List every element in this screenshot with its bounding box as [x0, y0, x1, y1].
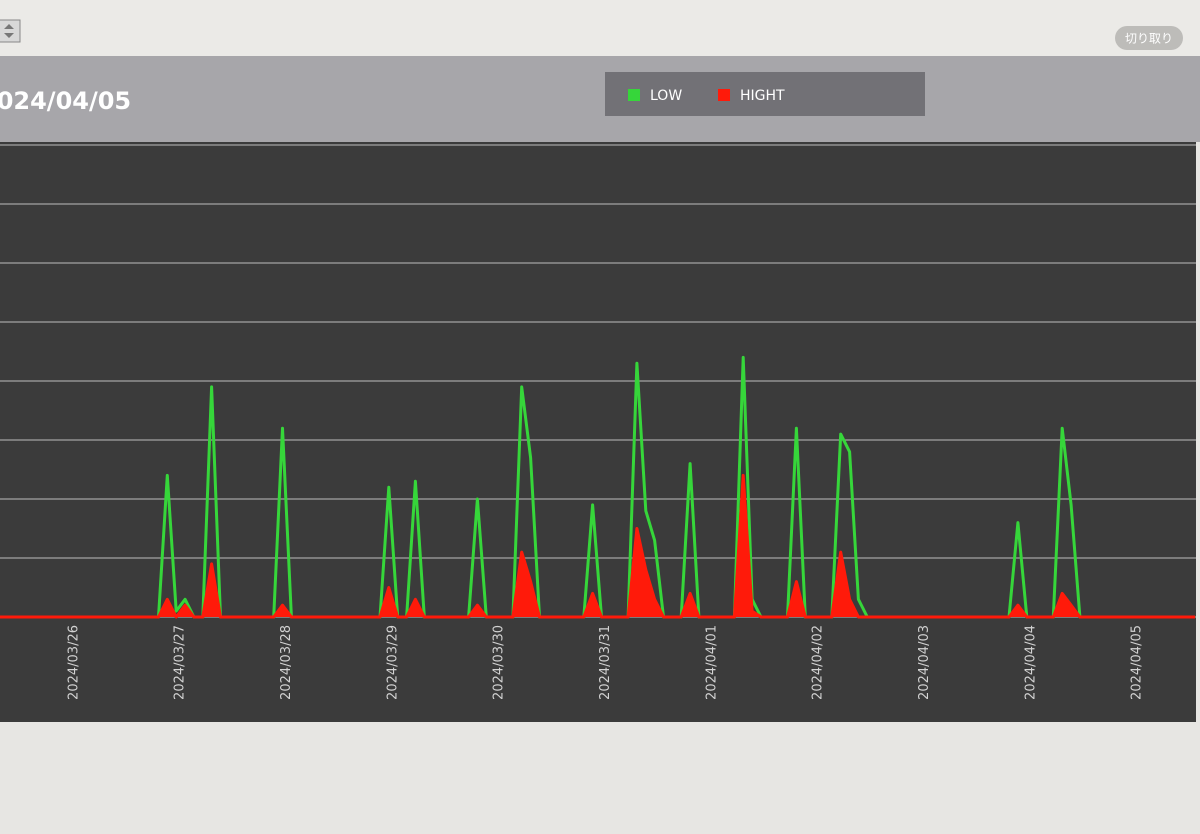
- x-tick-label: 2024/04/05: [1130, 625, 1145, 700]
- x-tick-label: 2024/03/30: [492, 625, 507, 700]
- x-tick-label: 2024/03/29: [385, 625, 400, 700]
- legend-swatch: [628, 89, 640, 101]
- x-tick-label: 2024/04/02: [811, 625, 826, 700]
- header: [0, 56, 1200, 142]
- x-tick-label: 2024/03/31: [598, 625, 613, 700]
- legend-label: LOW: [650, 88, 682, 104]
- x-tick-label: 2024/04/01: [704, 625, 719, 700]
- plot: 2024/03/26 2024/03/27 2024/03/28 2024/03/29…: [0, 144, 1196, 700]
- legend: [605, 72, 925, 116]
- x-tick-label: 2024/03/26: [66, 625, 81, 700]
- x-tick-label: 2024/04/04: [1023, 625, 1038, 700]
- chart-title: 2024/04/05: [0, 87, 131, 115]
- cut-button[interactable]: [1115, 26, 1183, 50]
- cut-button-label[interactable]: 切り取り: [1125, 32, 1173, 46]
- spinner-arrows: [4, 24, 14, 38]
- toolbar: [0, 0, 1200, 56]
- x-tick-label: 2024/03/28: [279, 625, 294, 700]
- series-line: [0, 473, 1196, 619]
- spinner[interactable]: [0, 19, 21, 43]
- x-tick-label: 2024/04/03: [917, 625, 932, 700]
- x-tick-label: 2024/03/27: [173, 625, 188, 700]
- legend-swatch: [718, 89, 730, 101]
- legend-items: LOW HIGHT: [628, 88, 785, 104]
- legend-label: HIGHT: [740, 88, 785, 104]
- plot-area: [0, 142, 1196, 722]
